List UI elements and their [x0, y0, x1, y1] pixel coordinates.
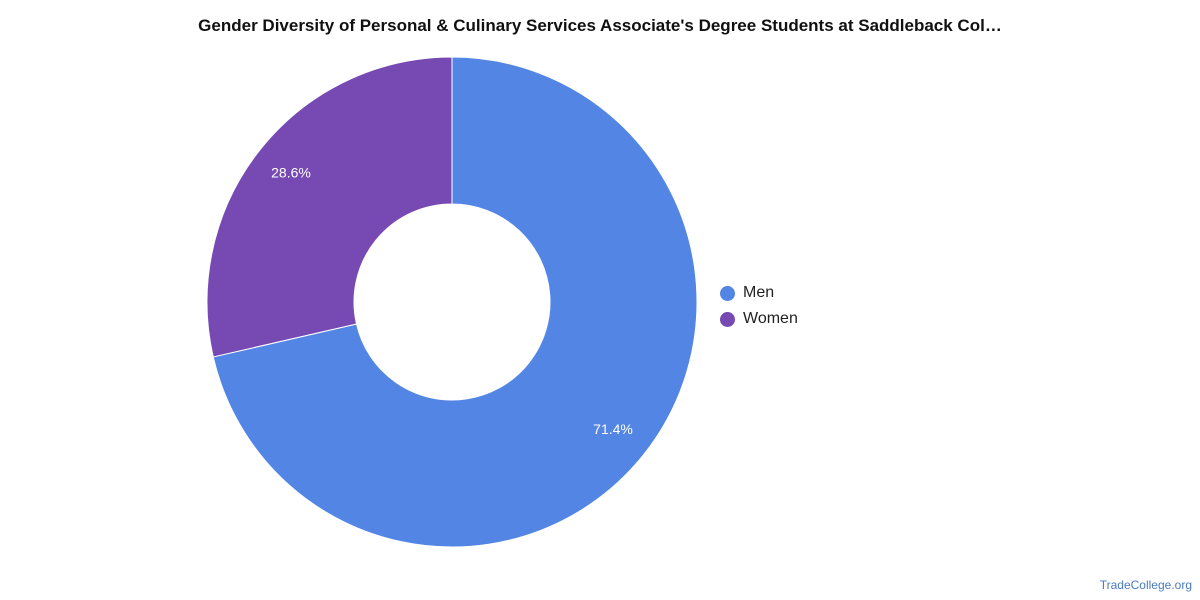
slice-labels-group: 71.4% 28.6%	[271, 165, 633, 437]
chart-title: Gender Diversity of Personal & Culinary …	[198, 16, 1002, 35]
slice-label-men: 71.4%	[593, 421, 633, 437]
legend-item-men[interactable]: Men	[720, 280, 798, 306]
legend-item-women[interactable]: Women	[720, 306, 798, 332]
legend-label-women: Women	[743, 310, 798, 327]
watermark[interactable]: TradeCollege.org	[1099, 578, 1192, 592]
slice-men[interactable]	[212, 56, 698, 548]
legend-swatch-men	[720, 285, 735, 301]
legend-label-men: Men	[743, 284, 775, 301]
legend: Men Women	[720, 280, 798, 332]
slice-label-women: 28.6%	[271, 165, 311, 181]
slice-women[interactable]	[206, 56, 453, 358]
legend-swatch-women	[720, 311, 735, 327]
slices-group	[206, 56, 698, 548]
